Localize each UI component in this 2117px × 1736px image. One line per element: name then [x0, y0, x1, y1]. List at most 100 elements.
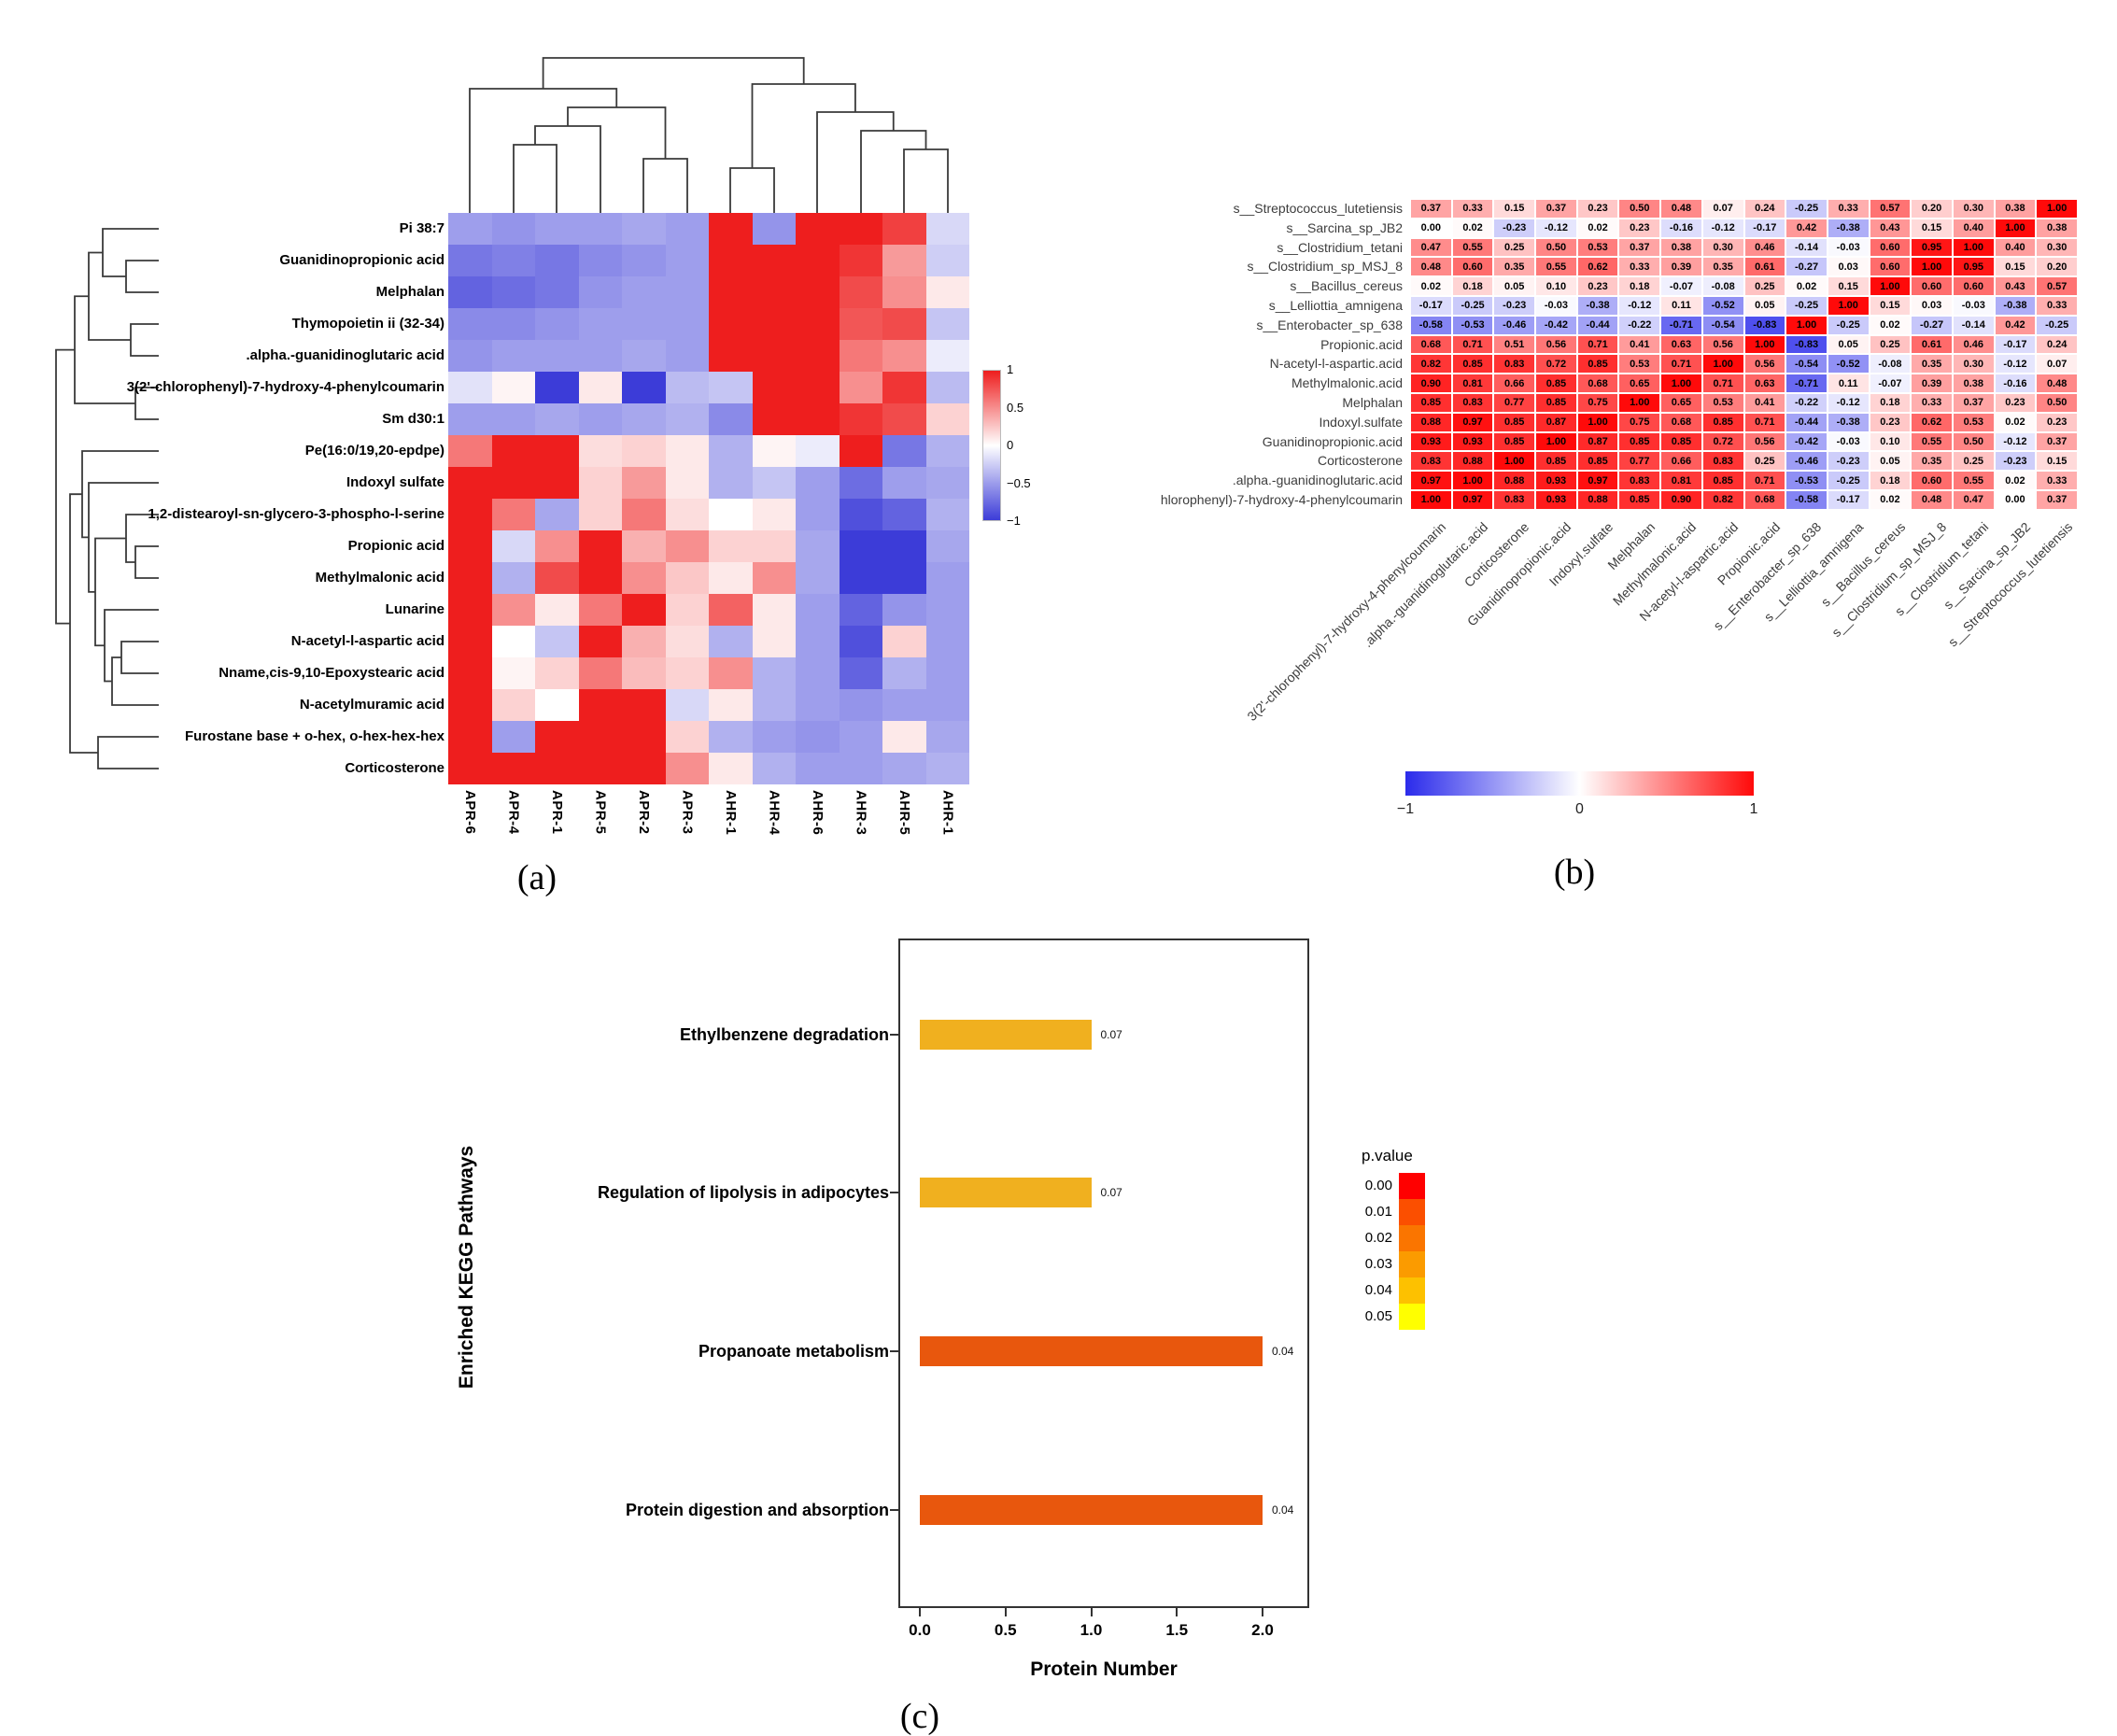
correlation-cell: 1.00 — [1410, 489, 1452, 510]
heatmap-cell — [622, 657, 666, 689]
legend-label: 0.01 — [1364, 1204, 1392, 1220]
heatmap-cell — [622, 403, 666, 435]
heatmap-cell — [709, 276, 753, 308]
heatmap-cell — [491, 372, 535, 403]
correlation-cell: 1.00 — [1911, 257, 1953, 277]
colorbar-a: 1 0.5 0 −0.5 −1 — [982, 362, 1031, 528]
heatmap-cell — [752, 562, 796, 594]
correlation-cell: 0.72 — [1701, 431, 1744, 452]
correlation-cell: 0.02 — [1994, 412, 2037, 432]
heatmap-cell — [535, 499, 579, 530]
correlation-cell: 0.02 — [1785, 276, 1828, 296]
correlation-row-label: .alpha.-guanidinoglutaric.acid — [1232, 473, 1403, 488]
correlation-cell: -0.16 — [1994, 374, 2037, 393]
correlation-cell: -0.58 — [1785, 489, 1828, 510]
correlation-cell: 0.68 — [1743, 489, 1786, 510]
correlation-cell: -0.38 — [1994, 295, 2037, 316]
heatmap-cell — [925, 721, 969, 753]
correlation-cell: 0.85 — [1535, 374, 1577, 393]
heatmap-cell — [752, 308, 796, 340]
heatmap-cell — [535, 245, 579, 276]
legend-swatch — [1399, 1304, 1425, 1330]
correlation-cell: 0.47 — [1410, 237, 1452, 258]
correlation-cell: 0.39 — [1911, 374, 1953, 393]
correlation-cell: 0.39 — [1660, 257, 1702, 277]
correlation-cell: 1.00 — [1535, 431, 1577, 452]
heatmap-cell — [709, 308, 753, 340]
correlation-cell: 0.62 — [1911, 412, 1953, 432]
heatmap-cell — [622, 372, 666, 403]
correlation-cell: 0.05 — [1869, 451, 1912, 472]
heatmap-cell — [752, 689, 796, 721]
correlation-cell: 0.93 — [1410, 431, 1452, 452]
heatmap-cell — [839, 435, 882, 467]
heatmap-cell — [448, 403, 492, 435]
heatmap-row-label: Indoxyl sulfate — [346, 474, 445, 490]
correlation-cell: 0.97 — [1576, 471, 1619, 490]
correlation-cell: 0.43 — [1994, 276, 2037, 296]
correlation-cell: 0.25 — [1493, 237, 1536, 258]
heatmap-row-label: Guanidinopropionic acid — [279, 252, 445, 268]
correlation-cell: 0.38 — [1952, 374, 1995, 393]
correlation-cell: 0.88 — [1493, 471, 1536, 490]
correlation-cell: 1.00 — [1869, 276, 1912, 296]
correlation-cell: 0.85 — [1576, 451, 1619, 472]
heatmap-cell — [882, 721, 926, 753]
heatmap-row-label: Melphalan — [375, 284, 445, 300]
legend-title: p.value — [1362, 1147, 1413, 1164]
legend-row: 0.01 — [1356, 1199, 1425, 1225]
correlation-cell: 0.60 — [1869, 237, 1912, 258]
correlation-cell: -0.25 — [1785, 199, 1828, 219]
heatmap-column-label: AHR-5 — [896, 790, 912, 836]
heatmap-cell — [578, 530, 622, 562]
bar — [920, 1495, 1263, 1525]
heatmap-cell — [535, 594, 579, 626]
heatmap-cell — [622, 276, 666, 308]
heatmap-column-label: APR-2 — [636, 790, 652, 835]
heatmap-cell — [622, 245, 666, 276]
correlation-cell: 0.87 — [1535, 412, 1577, 432]
heatmap-cell — [535, 657, 579, 689]
category-label: Regulation of lipolysis in adipocytes — [597, 1183, 889, 1202]
correlation-cell: 0.07 — [2036, 354, 2078, 374]
correlation-cell: 0.18 — [1451, 276, 1494, 296]
correlation-row-label: s__Clostridium_sp_MSJ_8 — [1247, 259, 1403, 275]
heatmap-cell — [839, 467, 882, 499]
correlation-cell: -0.17 — [1410, 295, 1452, 316]
correlation-cell: -0.38 — [1827, 412, 1870, 432]
legend-entries: 0.00 0.01 0.02 0.03 0.04 0.05 — [1356, 1173, 1425, 1330]
heatmap-cell — [796, 435, 840, 467]
heatmap-cell — [709, 467, 753, 499]
correlation-cell: 0.23 — [1869, 412, 1912, 432]
correlation-row-label: Corticosterone — [1317, 453, 1403, 469]
correlation-cell: 0.37 — [2036, 489, 2078, 510]
heatmap-cell — [752, 626, 796, 657]
correlation-cell: 0.41 — [1618, 334, 1661, 355]
heatmap-cell — [882, 753, 926, 784]
correlation-cell: 0.63 — [1660, 334, 1702, 355]
heatmap-cell — [491, 721, 535, 753]
heatmap-cell — [925, 372, 969, 403]
correlation-cell: 0.56 — [1743, 354, 1786, 374]
correlation-cell: 1.00 — [1451, 471, 1494, 490]
correlation-cell: 0.90 — [1660, 489, 1702, 510]
correlation-cell: 0.85 — [1618, 431, 1661, 452]
heatmap-cell — [925, 435, 969, 467]
correlation-cell: 0.15 — [1869, 295, 1912, 316]
correlation-cell: 0.02 — [1410, 276, 1452, 296]
correlation-cell: -0.17 — [1994, 334, 2037, 355]
correlation-cell: 0.56 — [1701, 334, 1744, 355]
correlation-cell: 0.83 — [1493, 489, 1536, 510]
heatmap-cell — [622, 594, 666, 626]
legend-label: 0.04 — [1364, 1282, 1392, 1298]
legend-swatch — [1399, 1173, 1425, 1199]
correlation-cell: 0.68 — [1660, 412, 1702, 432]
heatmap-cell — [622, 753, 666, 784]
heatmap-cell — [752, 657, 796, 689]
heatmap-cell — [839, 689, 882, 721]
correlation-row-label: Propionic.acid — [1320, 336, 1403, 352]
x-axis-tick — [919, 1608, 921, 1616]
correlation-cell: -0.25 — [1827, 315, 1870, 335]
correlation-cell: 0.85 — [1701, 412, 1744, 432]
correlation-cell: -0.23 — [1994, 451, 2037, 472]
